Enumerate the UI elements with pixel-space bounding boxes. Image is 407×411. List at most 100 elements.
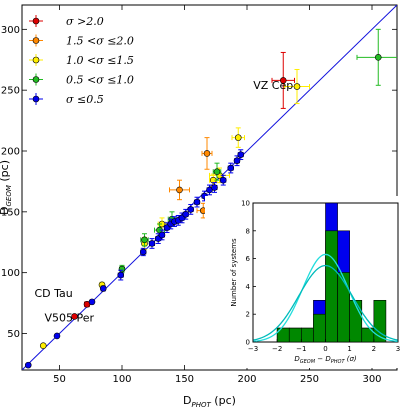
- data-point: [158, 231, 166, 239]
- y-tick-label: 200: [1, 147, 20, 158]
- data-point: [53, 332, 61, 340]
- data-point: [139, 248, 147, 256]
- annotation-label: CD Tau: [35, 287, 73, 300]
- inset-x-tick-label: 1: [347, 345, 351, 353]
- histogram-bar: [325, 230, 338, 343]
- y-tick-label: 100: [1, 268, 20, 279]
- legend-label: 1.0 <σ ≤1.5: [66, 54, 134, 67]
- legend-entry: σ >2.0: [29, 15, 104, 28]
- y-tick-label: 150: [1, 207, 20, 218]
- data-point: [141, 236, 148, 244]
- series-1: [169, 137, 213, 219]
- annotation-label: VZ Cep: [253, 79, 293, 92]
- inset-x-tick-label: 0: [323, 345, 327, 353]
- inset-x-label-mid: − D: [315, 355, 331, 363]
- gaussian-curve-0: [252, 253, 399, 343]
- legend-marker: [32, 76, 40, 83]
- data-point: [24, 361, 32, 369]
- histogram-bar: [313, 313, 326, 343]
- legend-marker: [32, 56, 40, 64]
- data-point: [187, 206, 195, 213]
- x-tick-label: 100: [112, 374, 131, 385]
- inset-x-tick-label: −2: [272, 345, 282, 353]
- inset-x-label-a: D: [294, 355, 300, 363]
- y-axis-label-unit: (pc): [0, 160, 11, 185]
- inset-x-label-unit: (σ): [345, 355, 357, 363]
- histogram-bar: [301, 327, 314, 343]
- legend-marker: [32, 95, 40, 103]
- data-point: [193, 198, 201, 206]
- data-point: [211, 184, 218, 191]
- data-point: [148, 240, 156, 247]
- data-point: [99, 285, 107, 292]
- x-axis-label-main: D: [183, 394, 191, 407]
- y-axis-label-main: D: [0, 207, 11, 215]
- data-point: [293, 83, 301, 90]
- data-point: [227, 164, 235, 172]
- legend: σ >2.0 1.5 <σ ≤2.0 1.0 <σ ≤1.5 0.5 <σ ≤1.0 σ…: [29, 15, 134, 106]
- histogram-bar: [288, 327, 302, 343]
- data-point: [234, 134, 242, 141]
- annotation-label: V505 Per: [45, 311, 95, 324]
- legend-label: σ ≤0.5: [66, 93, 104, 106]
- data-point: [213, 168, 221, 175]
- x-tick-label: 50: [53, 374, 66, 385]
- data-point: [233, 157, 241, 165]
- plot-frame: [21, 4, 398, 371]
- data-point: [88, 298, 96, 306]
- legend-label: 1.5 <σ ≤2.0: [66, 35, 134, 48]
- data-point: [39, 342, 47, 349]
- histogram-bar: [373, 299, 387, 343]
- x-tick-label: 300: [362, 374, 381, 385]
- x-tick-label: 250: [300, 374, 319, 385]
- x-axis-label-sub: PHOT: [192, 401, 212, 409]
- data-point: [117, 271, 125, 279]
- legend-entry: σ ≤0.5: [29, 93, 104, 106]
- inset-y-tick-label: 4: [246, 283, 251, 291]
- x-tick-label: 150: [175, 374, 194, 385]
- inset-y-tick-label: 0: [246, 339, 250, 347]
- x-axis-label-unit: (pc): [211, 394, 236, 407]
- inset-y-axis-label: Number of systems: [230, 238, 238, 307]
- legend-marker: [32, 17, 40, 25]
- main-scatter-plot: 50 100 150 200 250 30050100150200250300DPHOT …: [0, 4, 398, 409]
- legend-marker: [32, 37, 40, 44]
- inset-x-tick-label: 2: [372, 345, 376, 353]
- y-tick-label: 300: [1, 25, 20, 36]
- inset-y-tick-label: 2: [246, 311, 250, 319]
- inset-x-axis-label: DGEOM − DPHOT (σ): [294, 355, 357, 365]
- inset-x-tick-label: −3: [248, 345, 258, 353]
- histogram-bar: [337, 272, 350, 343]
- inset-x-tick-label: −1: [296, 345, 306, 353]
- x-tick-label: 200: [237, 374, 256, 385]
- legend-label: σ >2.0: [66, 15, 104, 28]
- gaussian-curve-1: [252, 264, 399, 341]
- histogram-series-1: [276, 230, 387, 343]
- legend-entry: 0.5 <σ ≤1.0: [29, 73, 134, 87]
- inset-x-tick-label: 3: [396, 345, 400, 353]
- data-point: [279, 77, 287, 84]
- inset-y-tick-label: 10: [241, 200, 250, 208]
- legend-entry: 1.0 <σ ≤1.5: [29, 54, 134, 67]
- data-point: [374, 54, 382, 61]
- y-axis-label: DGEOM (pc): [0, 160, 13, 215]
- data-point: [182, 210, 190, 218]
- y-axis-label-sub: GEOM: [5, 185, 13, 206]
- legend-entry: 1.5 <σ ≤2.0: [29, 34, 134, 48]
- data-point: [237, 151, 245, 158]
- inset-x-label-a-sub: GEOM: [300, 359, 316, 365]
- data-point: [118, 265, 126, 273]
- inset-y-tick-label: 6: [246, 255, 251, 263]
- data-point: [219, 176, 227, 184]
- inset-x-label-b-sub: PHOT: [331, 359, 346, 365]
- legend-label: 0.5 <σ ≤1.0: [66, 74, 134, 87]
- inset-y-tick-label: 8: [246, 227, 250, 235]
- inset-histogram: −3 −2 −1 0 1 2 3 0 2 4 6 8 10 DGEOM − DPHOT (σ) Number…: [205, 196, 405, 368]
- data-point: [176, 186, 183, 194]
- data-point: [71, 313, 78, 320]
- plot-area: [22, 5, 397, 370]
- data-point: [203, 150, 211, 157]
- series-4: [24, 149, 245, 369]
- x-axis-label: DPHOT (pc): [183, 394, 236, 409]
